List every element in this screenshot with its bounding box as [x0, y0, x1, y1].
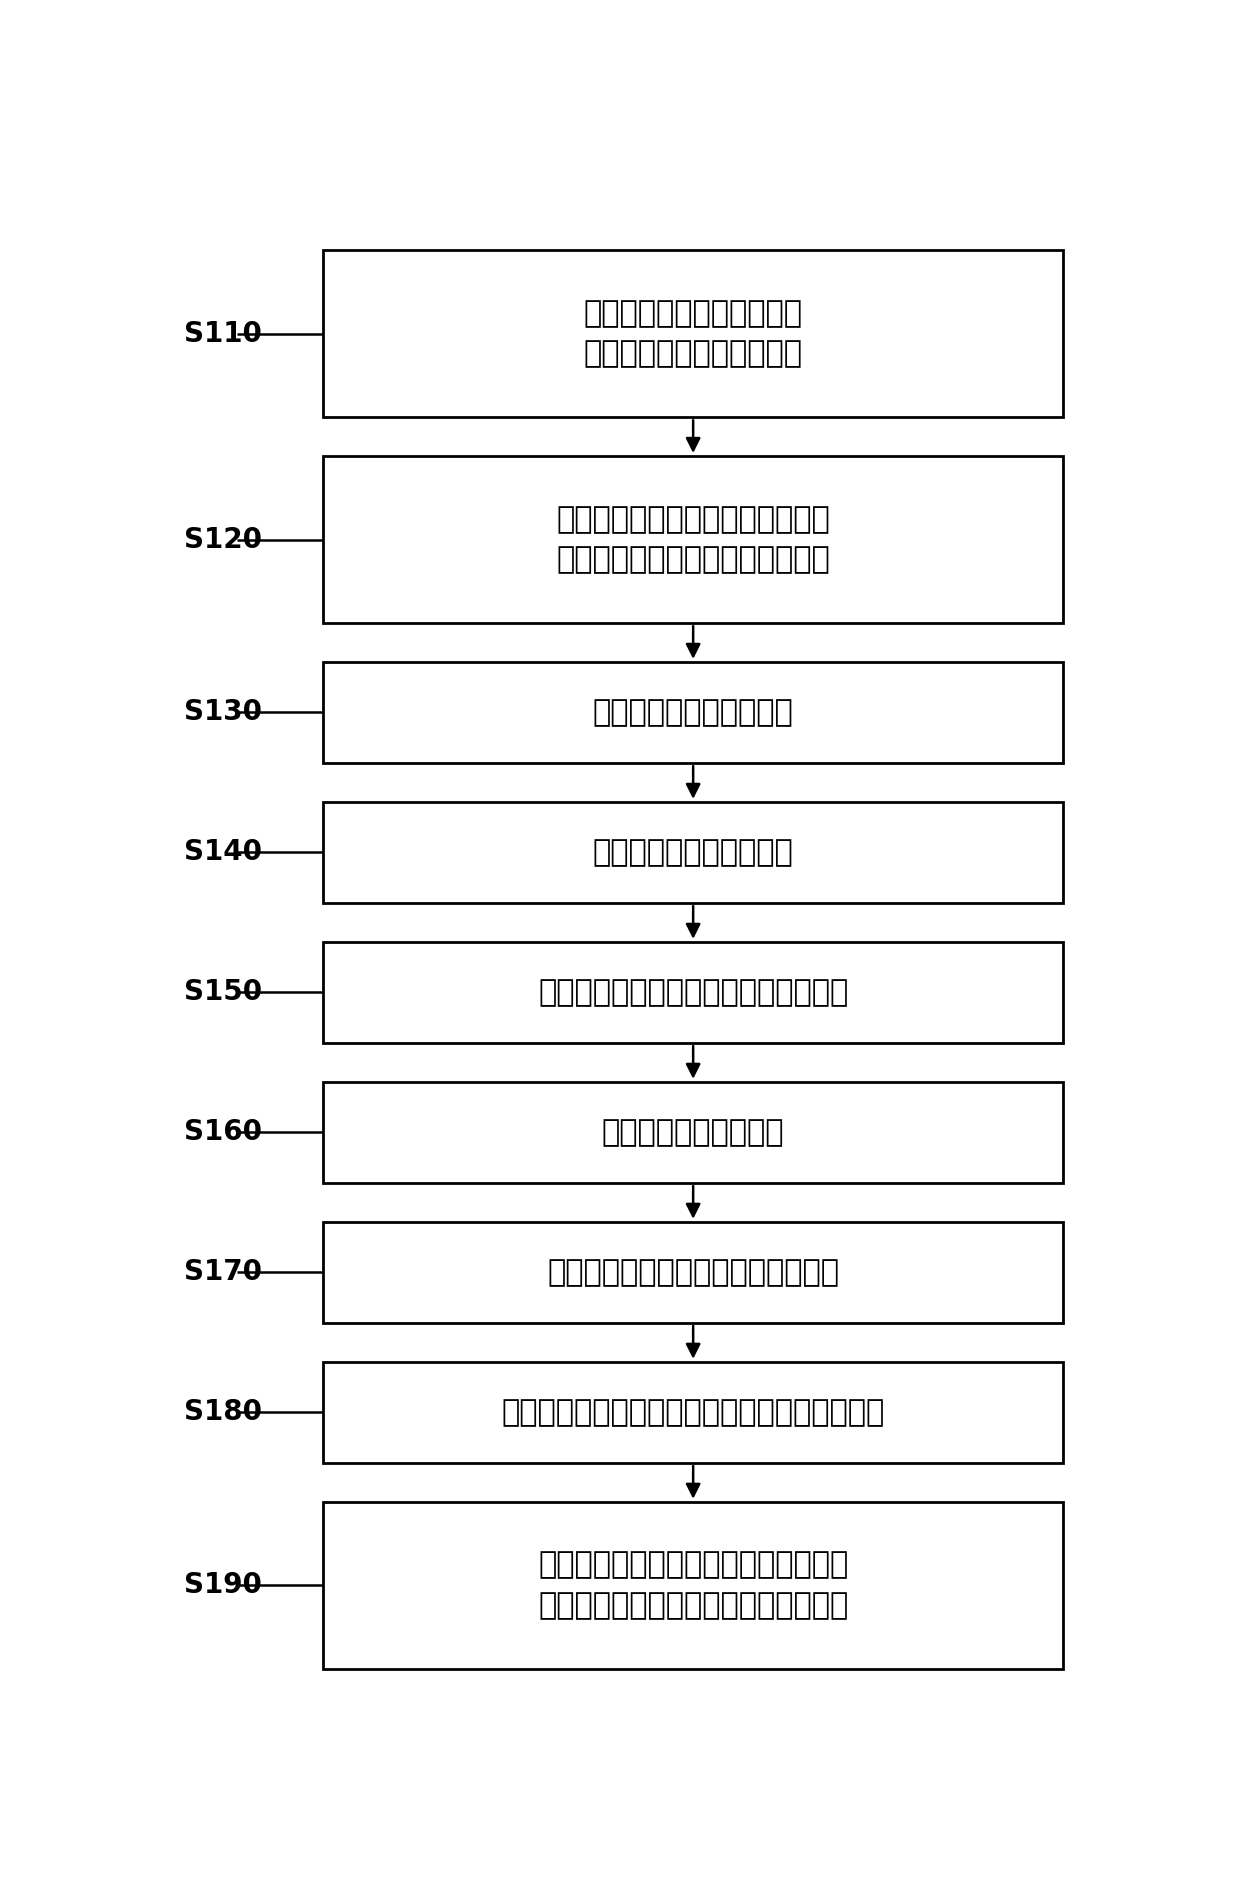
Text: S160: S160: [184, 1119, 262, 1146]
Bar: [324, 942, 1063, 1043]
Text: 激光二极管产生调制激光: 激光二极管产生调制激光: [593, 697, 794, 728]
Bar: [324, 1081, 1063, 1184]
Bar: [324, 1222, 1063, 1322]
Bar: [324, 1362, 1063, 1463]
Text: 模数转换电路转换光电信号为数字量: 模数转换电路转换光电信号为数字量: [547, 1258, 839, 1286]
Text: 数字处理单元计算光电信号强度与粉尘
颗粒物散射系数的乘积得到粉尘浓度值: 数字处理单元计算光电信号强度与粉尘 颗粒物散射系数的乘积得到粉尘浓度值: [538, 1550, 848, 1621]
Text: S110: S110: [184, 319, 262, 348]
Text: 数字处理单元解调滤波数字量得出光电信号强度: 数字处理单元解调滤波数字量得出光电信号强度: [501, 1398, 885, 1427]
Text: S140: S140: [184, 838, 262, 866]
Bar: [324, 802, 1063, 902]
Text: S180: S180: [184, 1398, 262, 1427]
Bar: [324, 251, 1063, 418]
Text: 数模转换驱动电路将数字调制信号
转换为模拟信号以驱动激光二极管: 数模转换驱动电路将数字调制信号 转换为模拟信号以驱动激光二极管: [557, 505, 830, 574]
Bar: [324, 661, 1063, 764]
Text: S120: S120: [184, 526, 262, 553]
Bar: [324, 456, 1063, 623]
Text: S150: S150: [184, 978, 262, 1007]
Text: S170: S170: [184, 1258, 262, 1286]
Text: 光源准直镜过滤调制激光: 光源准直镜过滤调制激光: [593, 838, 794, 866]
Text: 放大电路放大光电信号: 放大电路放大光电信号: [601, 1117, 785, 1148]
Text: S130: S130: [184, 699, 262, 726]
Text: S190: S190: [184, 1571, 262, 1600]
Text: 探测器接收过滤后的激光产生光电信号: 探测器接收过滤后的激光产生光电信号: [538, 978, 848, 1007]
Bar: [324, 1501, 1063, 1668]
Text: 数字处理单元生成数字调制
信号送到数模转换驱动电路: 数字处理单元生成数字调制 信号送到数模转换驱动电路: [584, 298, 802, 369]
